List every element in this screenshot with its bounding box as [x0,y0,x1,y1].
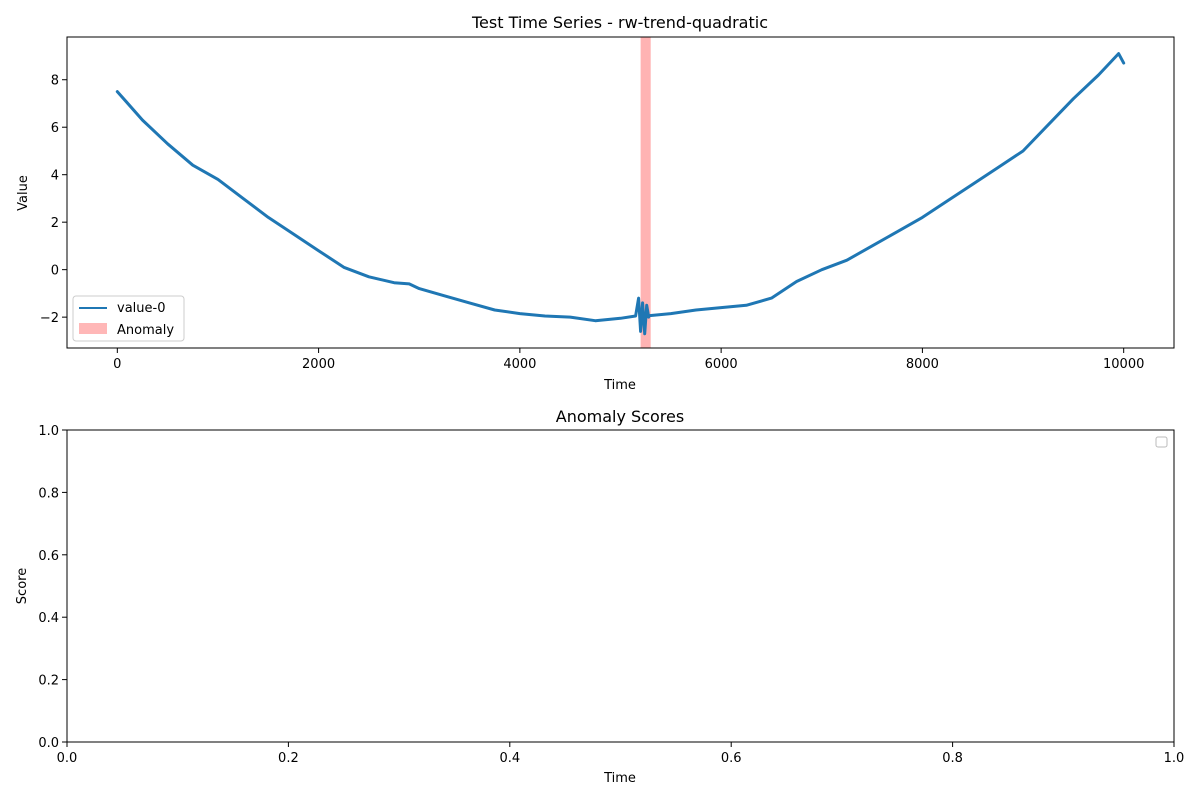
x-tick-layer: 0.0 0.2 0.4 0.6 0.8 1.0 [57,742,1185,766]
y-tick-layer: −2 0 2 4 6 8 [40,74,67,326]
y-tick-label: 2 [51,216,59,231]
anomaly-scores-x-label: Time [603,771,636,786]
series-line-value-0 [115,52,1126,336]
anomaly-scores-axes-frame [66,429,1175,743]
y-tick-label: 0.8 [38,486,59,501]
y-tick-label: 6 [51,121,59,136]
x-tick-label: 2000 [302,357,335,372]
x-tick-label: 4000 [503,357,536,372]
legend-label-anomaly: Anomaly [117,323,174,338]
x-tick-label: 0.8 [942,751,963,766]
y-tick-label: 0 [51,264,59,279]
y-tick-label: 0.2 [38,674,59,689]
anomaly-scores-chart: Anomaly Scores 0.0 0.2 0.4 0.6 0.8 1.0 0.0 0.2… [15,407,1184,786]
series-layer [115,52,1126,336]
x-tick-label: 0.6 [721,751,742,766]
empty-legend-box [1155,436,1168,448]
x-tick-label: 6000 [705,357,738,372]
x-tick-label: 0.2 [278,751,299,766]
time-series-chart: Test Time Series - rw-trend-quadratic 0 2… [16,13,1175,393]
y-tick-layer: 0.0 0.2 0.4 0.6 0.8 1.0 [38,424,67,751]
time-series-title: Test Time Series - rw-trend-quadratic [471,13,768,32]
y-tick-label: −2 [40,311,59,326]
time-series-x-label: Time [603,378,636,393]
legend-patch-swatch [79,323,107,334]
x-tick-label: 0 [113,357,121,372]
y-tick-label: 0.4 [38,611,59,626]
x-tick-layer: 0 2000 4000 6000 8000 10000 [113,348,1144,372]
anomaly-scores-title: Anomaly Scores [556,407,684,426]
x-tick-label: 1.0 [1164,751,1185,766]
y-tick-label: 8 [51,74,59,89]
x-tick-label: 8000 [906,357,939,372]
y-tick-label: 4 [51,169,59,184]
x-tick-label: 0.4 [499,751,520,766]
y-tick-label: 0.0 [38,736,59,751]
time-series-legend: value-0 Anomaly [72,295,185,342]
anomaly-region [640,37,651,348]
time-series-y-label: Value [16,175,31,211]
anomaly-region-layer [640,37,651,348]
y-tick-label: 1.0 [38,424,59,439]
y-tick-label: 0.6 [38,549,59,564]
time-series-axes-frame [66,36,1175,349]
anomaly-scores-y-label: Score [15,568,30,604]
x-tick-label: 10000 [1103,357,1144,372]
legend-label-value-0: value-0 [117,301,165,316]
x-tick-label: 0.0 [57,751,78,766]
